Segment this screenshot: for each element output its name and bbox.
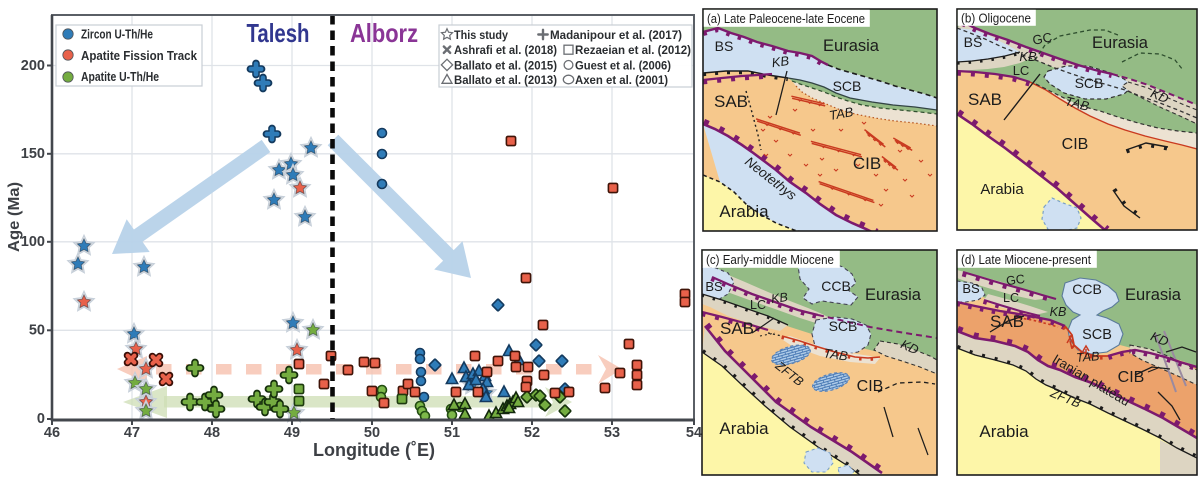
svg-text:KB: KB	[770, 290, 788, 306]
svg-text:51: 51	[444, 425, 460, 441]
svg-text:TAB: TAB	[1076, 349, 1100, 365]
svg-text:49: 49	[284, 425, 300, 441]
svg-text:Arabia: Arabia	[719, 419, 769, 438]
svg-text:Eurasia: Eurasia	[1092, 34, 1149, 52]
svg-text:Longitude (˚E): Longitude (˚E)	[313, 440, 435, 460]
svg-text:LC: LC	[750, 298, 766, 312]
svg-text:Apatite Fission Track: Apatite Fission Track	[81, 49, 198, 63]
svg-text:(a) Late Paleocene-late Eocene: (a) Late Paleocene-late Eocene	[707, 11, 865, 26]
svg-text:KD: KD	[1149, 85, 1171, 106]
svg-text:48: 48	[204, 425, 220, 441]
svg-text:SAB: SAB	[990, 312, 1024, 331]
svg-text:LC: LC	[1013, 63, 1030, 78]
svg-text:BS: BS	[705, 279, 723, 294]
svg-text:CCB: CCB	[1072, 281, 1102, 297]
svg-text:Age (Ma): Age (Ma)	[6, 182, 23, 252]
svg-text:Madanipour et al. (2017): Madanipour et al. (2017)	[550, 28, 682, 42]
svg-text:TAB: TAB	[823, 345, 849, 363]
svg-text:SCB: SCB	[829, 318, 858, 334]
svg-text:52: 52	[524, 425, 540, 441]
svg-text:Alborz: Alborz	[350, 18, 418, 48]
svg-text:CIB: CIB	[1062, 136, 1089, 153]
svg-text:53: 53	[604, 425, 620, 441]
svg-text:TAB: TAB	[828, 104, 855, 123]
svg-text:KD: KD	[899, 336, 922, 357]
svg-text:TAB: TAB	[1063, 93, 1091, 114]
svg-text:CIB: CIB	[853, 154, 881, 173]
svg-text:Axen et al. (2001): Axen et al. (2001)	[575, 73, 668, 87]
svg-text:SAB: SAB	[714, 92, 748, 111]
svg-text:Ballato et al. (2013): Ballato et al. (2013)	[454, 73, 557, 87]
svg-text:GC: GC	[1005, 272, 1026, 288]
svg-text:KB: KB	[1019, 49, 1037, 64]
svg-text:SAB: SAB	[720, 319, 754, 338]
svg-text:Arabia: Arabia	[979, 422, 1029, 441]
svg-text:Arabia: Arabia	[719, 202, 769, 221]
svg-text:Ashrafi et al. (2018): Ashrafi et al. (2018)	[454, 43, 557, 57]
svg-text:Ballato et al. (2015): Ballato et al. (2015)	[454, 58, 557, 72]
svg-text:200: 200	[21, 58, 45, 74]
svg-text:100: 100	[21, 234, 45, 250]
svg-text:Eurasia: Eurasia	[865, 286, 922, 304]
svg-text:(c) Early-middle Miocene: (c) Early-middle Miocene	[706, 252, 834, 267]
svg-text:Arabia: Arabia	[980, 181, 1024, 198]
svg-text:50: 50	[29, 323, 45, 339]
svg-text:(b) Oligocene: (b) Oligocene	[961, 10, 1031, 25]
svg-text:CIB: CIB	[1118, 369, 1145, 386]
svg-text:KD: KD	[1149, 328, 1171, 349]
svg-text:Guest et al. (2006): Guest et al. (2006)	[575, 58, 671, 72]
svg-text:CIB: CIB	[857, 378, 884, 395]
svg-text:BS: BS	[962, 281, 980, 296]
svg-text:Apatite U-Th/He: Apatite U-Th/He	[81, 70, 159, 84]
svg-text:KB: KB	[1050, 305, 1067, 319]
svg-text:54: 54	[686, 425, 702, 441]
svg-text:LC: LC	[1003, 291, 1019, 305]
svg-text:BS: BS	[964, 34, 983, 50]
svg-text:Eurasia: Eurasia	[1125, 286, 1182, 304]
svg-text:Eurasia: Eurasia	[823, 37, 880, 55]
svg-text:150: 150	[21, 146, 45, 162]
svg-text:KB: KB	[771, 53, 791, 70]
svg-text:Talesh: Talesh	[247, 18, 310, 48]
svg-text:0: 0	[37, 411, 45, 427]
svg-text:This study: This study	[454, 28, 508, 42]
svg-text:Zircon U-Th/He: Zircon U-Th/He	[81, 28, 153, 42]
svg-text:SCB: SCB	[1082, 327, 1112, 343]
svg-text:47: 47	[124, 425, 140, 441]
svg-text:Rezaeian et al. (2012): Rezaeian et al. (2012)	[575, 43, 691, 57]
svg-text:GC: GC	[1031, 29, 1053, 47]
svg-text:SCB: SCB	[833, 78, 862, 94]
svg-text:(d) Late Miocene-present: (d) Late Miocene-present	[961, 252, 1091, 267]
svg-text:CCB: CCB	[821, 278, 851, 294]
svg-text:SAB: SAB	[968, 90, 1002, 109]
svg-text:SCB: SCB	[1075, 75, 1104, 91]
svg-text:BS: BS	[715, 38, 734, 54]
svg-text:50: 50	[364, 425, 380, 441]
svg-text:46: 46	[44, 425, 60, 441]
